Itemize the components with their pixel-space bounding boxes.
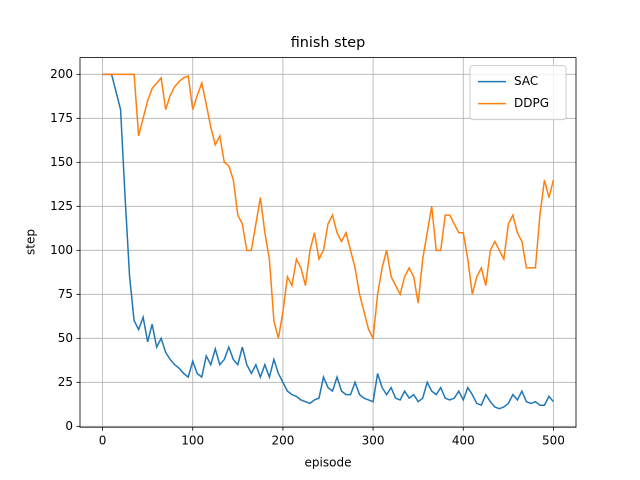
y-tick-label: 150 [50, 155, 73, 169]
y-tick-label: 100 [50, 243, 73, 257]
plot-frame [79, 57, 577, 428]
y-axis-label: step [24, 229, 38, 255]
y-tick-label: 75 [58, 287, 73, 301]
x-tick-label: 300 [362, 434, 385, 448]
y-tick-label: 0 [65, 419, 73, 433]
legend-label: DDPG [514, 96, 549, 110]
x-tick-label: 500 [542, 434, 565, 448]
y-tick-label: 125 [50, 199, 73, 213]
legend-box [469, 65, 567, 121]
y-tick-label: 50 [58, 331, 73, 345]
x-tick-label: 100 [181, 434, 204, 448]
chart-title: finish step [291, 35, 366, 51]
series-line [102, 73, 555, 410]
y-tick-label: 200 [50, 67, 73, 81]
y-tick-label: 25 [58, 375, 73, 389]
legend-label: SAC [514, 74, 538, 88]
series-line [102, 73, 555, 341]
y-tick-label: 175 [50, 111, 73, 125]
x-tick-label: 200 [271, 434, 294, 448]
x-axis-label: episode [305, 456, 352, 470]
legend: SAC DDPG [469, 65, 567, 121]
x-tick-label: 400 [452, 434, 475, 448]
x-tick-label: 0 [99, 434, 107, 448]
